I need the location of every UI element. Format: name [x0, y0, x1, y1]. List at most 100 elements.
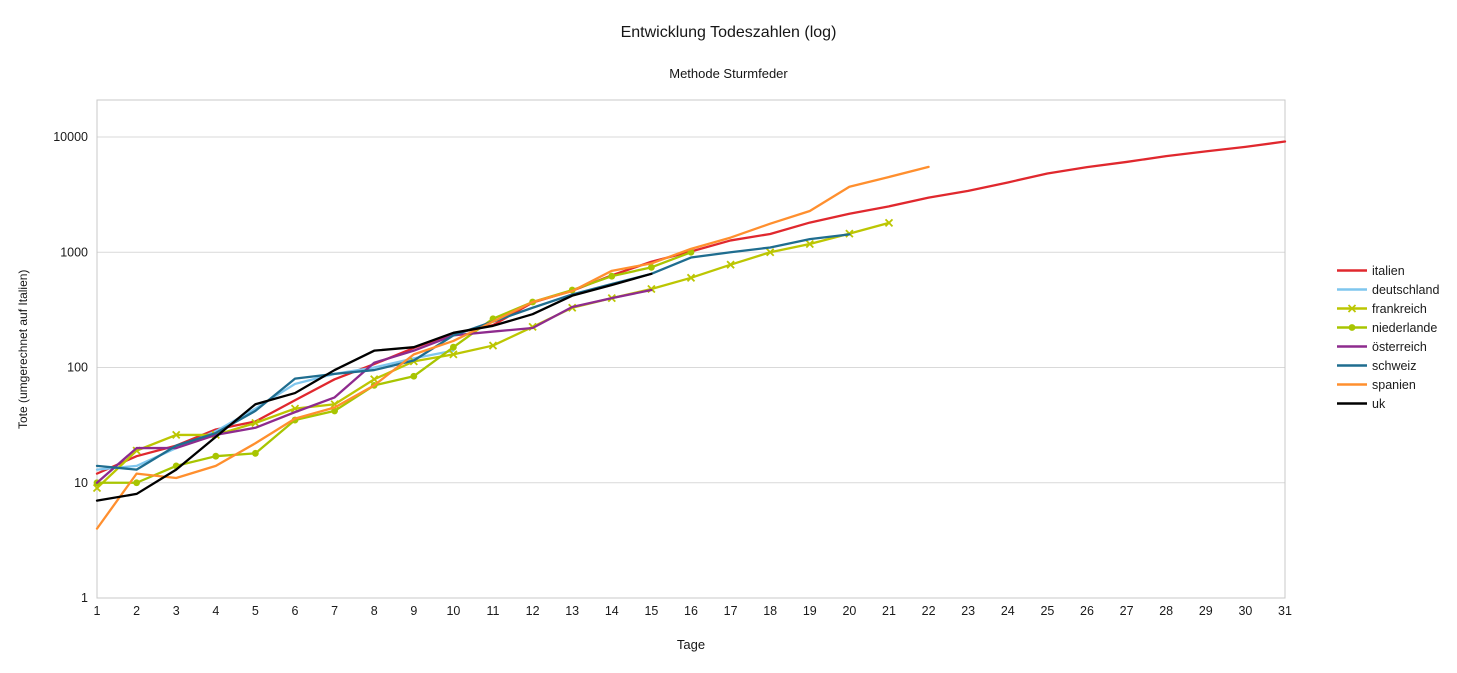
legend-swatch-schweiz [1337, 364, 1367, 367]
legend-swatch-österreich [1337, 345, 1367, 348]
series-line-uk [95, 272, 653, 502]
x-marker [884, 218, 894, 227]
x-tick-label-26: 26 [1080, 604, 1094, 618]
x-tick-label-22: 22 [922, 604, 936, 618]
x-marker [251, 418, 260, 428]
chart-title: Entwicklung Todeszahlen (log) [620, 24, 837, 41]
legend-swatch-frankreich [1337, 304, 1367, 313]
series-line-spanien [95, 165, 930, 530]
legend-swatch-spanien [1337, 383, 1367, 386]
x-tick-label-19: 19 [803, 604, 817, 618]
series-line-italien [95, 140, 1287, 475]
legend-item-österreich: österreich [1337, 337, 1439, 356]
series-line-frankreich [95, 221, 891, 490]
x-tick-label-8: 8 [371, 604, 378, 618]
legend-item-spanien: spanien [1337, 375, 1439, 394]
x-tick-label-1: 1 [94, 604, 101, 618]
x-tick-label-14: 14 [605, 604, 619, 618]
circle-marker [331, 407, 338, 415]
circle-marker [608, 272, 616, 280]
x-tick-label-13: 13 [565, 604, 579, 618]
circle-marker [212, 452, 220, 460]
x-tick-label-9: 9 [410, 604, 417, 618]
x-marker [92, 483, 102, 493]
x-tick-label-16: 16 [684, 604, 698, 618]
series-line-österreich [95, 288, 653, 484]
x-tick-label-4: 4 [212, 604, 219, 618]
x-tick-label-28: 28 [1159, 604, 1173, 618]
circle-marker [133, 479, 141, 487]
series-line-niederlande [95, 251, 693, 484]
series-italien [95, 140, 1287, 475]
x-tick-label-12: 12 [526, 604, 540, 618]
legend-item-niederlande: niederlande [1337, 318, 1439, 337]
legend-label-niederlande: niederlande [1372, 320, 1438, 335]
series-österreich [95, 288, 653, 484]
x-axis-title: Tage [676, 637, 706, 652]
x-tick-label-3: 3 [173, 604, 180, 618]
x-marker [488, 341, 498, 350]
y-axis-title: Tote (umgerechnet auf Italien) [16, 269, 30, 429]
y-tick-label-100: 100 [67, 361, 88, 375]
x-marker [330, 400, 339, 409]
circle-marker [450, 343, 457, 351]
circle-marker [252, 449, 259, 457]
legend-label-uk: uk [1372, 396, 1386, 411]
series-schweiz [95, 233, 851, 471]
legend-item-uk: uk [1337, 394, 1439, 413]
x-marker [449, 350, 458, 359]
circle-marker [648, 263, 655, 271]
x-tick-label-31: 31 [1278, 604, 1292, 618]
x-tick-label-11: 11 [487, 604, 500, 618]
circle-marker [410, 372, 418, 380]
legend-swatch-niederlande [1337, 324, 1367, 331]
x-marker [726, 260, 735, 269]
x-tick-label-30: 30 [1238, 604, 1252, 618]
series-uk [95, 272, 653, 502]
x-tick-label-24: 24 [1001, 604, 1015, 618]
x-tick-label-21: 21 [882, 604, 896, 618]
series-spanien [95, 165, 930, 530]
y-tick-label-10000: 10000 [53, 130, 88, 144]
x-tick-label-20: 20 [842, 604, 856, 618]
legend-item-italien: italien [1337, 261, 1439, 280]
legend: italien deutschland frankreich niederlande ö… [1337, 261, 1439, 413]
legend-label-spanien: spanien [1372, 377, 1416, 392]
x-marker [172, 430, 181, 440]
x-tick-label-18: 18 [763, 604, 777, 618]
chart-subtitle: Methode Sturmfeder [669, 66, 788, 81]
x-marker [686, 273, 696, 282]
plot-border [96, 99, 1286, 599]
legend-label-österreich: österreich [1372, 339, 1427, 354]
x-marker [1347, 304, 1357, 313]
legend-item-schweiz: schweiz [1337, 356, 1439, 375]
x-tick-label-29: 29 [1199, 604, 1213, 618]
x-tick-label-5: 5 [252, 604, 259, 618]
y-tick-label-10: 10 [74, 476, 88, 490]
x-marker [290, 404, 300, 413]
x-tick-label-23: 23 [961, 604, 975, 618]
x-tick-label-27: 27 [1120, 604, 1134, 618]
legend-label-frankreich: frankreich [1372, 301, 1427, 316]
legend-label-deutschland: deutschland [1372, 282, 1440, 297]
legend-label-italien: italien [1372, 263, 1405, 278]
legend-label-schweiz: schweiz [1372, 358, 1417, 373]
x-marker [370, 375, 379, 384]
legend-swatch-italien [1337, 269, 1367, 272]
x-tick-label-2: 2 [133, 604, 140, 618]
legend-item-deutschland: deutschland [1337, 280, 1439, 299]
x-tick-label-15: 15 [644, 604, 658, 618]
y-tick-label-1000: 1000 [60, 245, 88, 259]
legend-item-frankreich: frankreich [1337, 299, 1439, 318]
circle-marker [1348, 324, 1356, 331]
x-tick-label-6: 6 [292, 604, 299, 618]
legend-swatch-uk [1337, 402, 1367, 405]
x-tick-label-25: 25 [1040, 604, 1054, 618]
y-tick-label-1: 1 [81, 591, 88, 605]
x-tick-label-17: 17 [724, 604, 738, 618]
x-tick-label-7: 7 [331, 604, 338, 618]
x-marker [766, 248, 775, 257]
legend-swatch-deutschland [1337, 288, 1367, 291]
